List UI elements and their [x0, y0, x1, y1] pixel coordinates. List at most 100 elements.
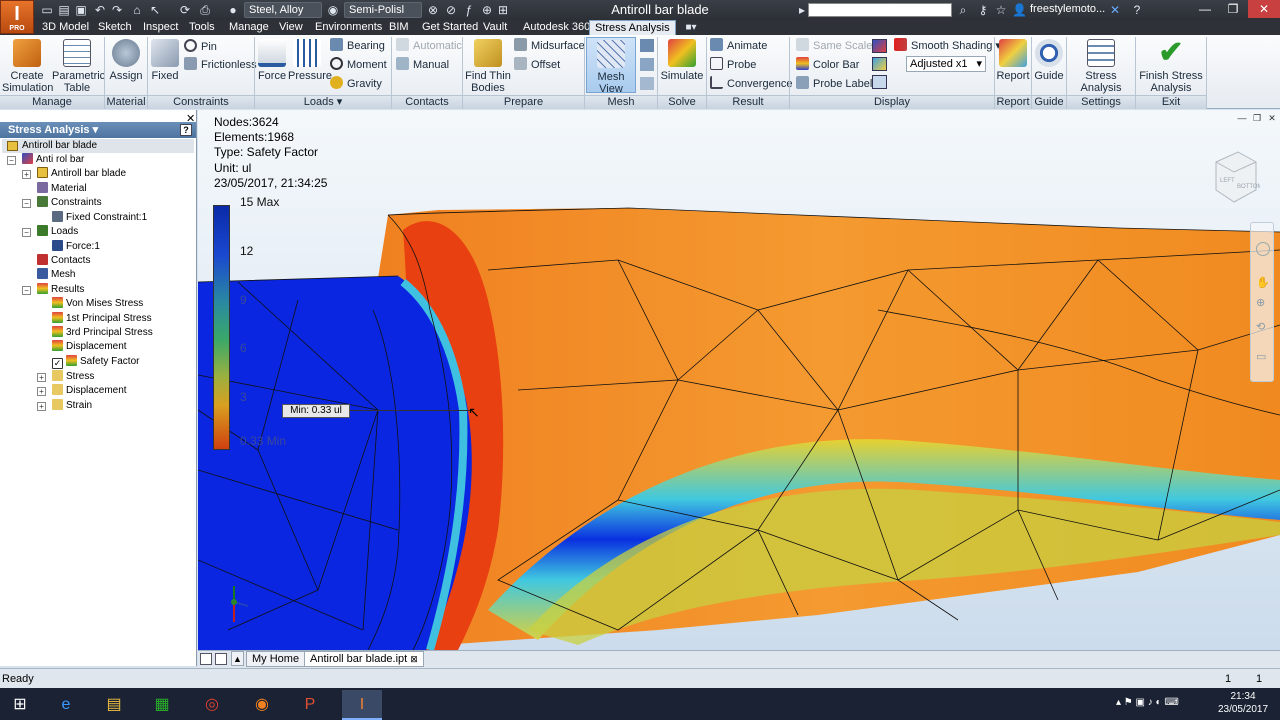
guide-button[interactable]: Guide: [1033, 37, 1065, 93]
redo-icon[interactable]: ↷: [111, 3, 123, 17]
moment-button[interactable]: Moment: [330, 57, 387, 73]
powerpoint-icon[interactable]: P: [304, 696, 316, 713]
find-thin-bodies-button[interactable]: Find Thin Bodies: [464, 37, 512, 94]
select-icon[interactable]: ↖: [149, 3, 161, 17]
tree-node-3rd-principal[interactable]: 3rd Principal Stress: [52, 326, 153, 340]
tile-icon[interactable]: [200, 653, 212, 665]
steering-wheel-icon[interactable]: [1256, 242, 1270, 256]
report-button[interactable]: Report: [996, 37, 1030, 93]
close-browser-icon[interactable]: ✕: [186, 113, 196, 125]
checkbox-checked-icon[interactable]: ✓: [52, 358, 63, 369]
open-icon[interactable]: ▤: [58, 3, 70, 17]
probe-labels-button[interactable]: Probe Labels: [796, 76, 878, 92]
tree-node-strain[interactable]: Strain: [52, 399, 92, 413]
system-tray-icons[interactable]: ▴ ⚑ ▣ ♪ ◐ ⌨: [1116, 697, 1179, 708]
undo-icon[interactable]: ↶: [94, 3, 106, 17]
tree-node-mesh[interactable]: Mesh: [37, 268, 75, 282]
force-button[interactable]: Force: [256, 37, 288, 93]
tree-node-results[interactable]: Results: [37, 283, 84, 297]
pan-icon[interactable]: ✋: [1256, 277, 1270, 289]
minimize-icon[interactable]: —: [1199, 2, 1211, 16]
convergence-button[interactable]: Convergence: [710, 76, 792, 92]
finish-stress-analysis-button[interactable]: ✔ Finish Stress Analysis: [1139, 36, 1203, 95]
expand-icon[interactable]: +: [37, 402, 46, 411]
file-explorer-icon[interactable]: ▤: [106, 696, 122, 713]
bearing-button[interactable]: Bearing: [330, 38, 385, 54]
appearance-dropdown[interactable]: Semi-Polisl: [344, 2, 422, 18]
smooth-shading-dropdown[interactable]: Smooth Shading ▾: [894, 38, 1001, 54]
customize-icon[interactable]: ⊞: [497, 3, 509, 17]
pressure-button[interactable]: Pressure: [288, 37, 332, 93]
min-probe-label[interactable]: Min: 0.33 ul: [282, 404, 350, 418]
tree-node-1st-principal[interactable]: 1st Principal Stress: [52, 312, 152, 326]
tree-node-von-mises[interactable]: Von Mises Stress: [52, 297, 143, 311]
adjust-icon[interactable]: ⊘: [445, 3, 457, 17]
offset-button[interactable]: Offset: [514, 57, 560, 73]
tab-environments[interactable]: Environments: [315, 21, 383, 33]
gravity-button[interactable]: Gravity: [330, 76, 382, 92]
inventor-icon[interactable]: I: [342, 690, 382, 720]
tree-node-fixed-constraint[interactable]: Fixed Constraint:1: [52, 211, 147, 225]
tree-node-stress[interactable]: Stress: [52, 370, 94, 384]
close-tab-icon[interactable]: ⊠: [410, 654, 418, 664]
tab-inspect[interactable]: Inspect: [143, 21, 179, 33]
simulate-button[interactable]: Simulate: [660, 37, 704, 93]
close-icon[interactable]: ✕: [1248, 0, 1280, 18]
tab-get-started[interactable]: Get Started: [422, 21, 479, 33]
automatic-button[interactable]: Automatic: [396, 38, 462, 54]
assign-button[interactable]: Assign: [106, 37, 146, 93]
fea-result-model[interactable]: [198, 110, 1280, 650]
measure-icon[interactable]: ⊕: [481, 3, 493, 17]
help-icon[interactable]: ?: [1133, 3, 1141, 17]
adjusted-scale-dropdown[interactable]: Adjusted x1 ▾: [906, 56, 986, 72]
orbit-icon[interactable]: ⟲: [1256, 321, 1266, 333]
mesh-settings-icon[interactable]: [640, 39, 654, 52]
collapse-icon[interactable]: −: [22, 199, 31, 208]
panel-options-icon[interactable]: ■▾: [685, 22, 697, 33]
frictionless-button[interactable]: Frictionless: [184, 57, 257, 73]
tree-node-displacement-result[interactable]: Displacement: [52, 340, 127, 354]
browser-header[interactable]: Stress Analysis ▾: [0, 122, 196, 138]
animate-button[interactable]: Animate: [710, 38, 767, 54]
cascade-icon[interactable]: [215, 653, 227, 665]
tab-document[interactable]: Antiroll bar blade.ipt ⊠: [304, 651, 424, 667]
boundary-conditions-icon[interactable]: [872, 39, 887, 53]
tree-root[interactable]: Antiroll bar blade: [2, 139, 194, 153]
fixed-button[interactable]: Fixed: [149, 37, 181, 93]
maximize-icon[interactable]: ❐: [1227, 2, 1239, 16]
tab-autodesk-360[interactable]: Autodesk 360: [523, 21, 591, 33]
star-icon[interactable]: ☆: [995, 3, 1007, 17]
update-icon[interactable]: ⟳: [179, 3, 191, 17]
tab-manage[interactable]: Manage: [229, 21, 269, 33]
tree-node-displacement[interactable]: Displacement: [52, 384, 127, 398]
mesh-view-button[interactable]: Mesh View: [586, 37, 636, 95]
expand-icon[interactable]: +: [22, 170, 31, 179]
tree-node-constraints[interactable]: Constraints: [37, 196, 102, 210]
tab-vault[interactable]: Vault: [483, 21, 508, 33]
store-icon[interactable]: ▦: [154, 696, 170, 713]
user-icon[interactable]: 👤: [1012, 3, 1027, 17]
expand-icon[interactable]: ▸: [798, 3, 806, 17]
clock[interactable]: 21:34 23/05/2017: [1217, 691, 1269, 715]
manual-button[interactable]: Manual: [396, 57, 449, 73]
key-icon[interactable]: ⚷: [978, 3, 988, 17]
tab-3d-model[interactable]: 3D Model: [42, 21, 90, 33]
expand-icon[interactable]: +: [37, 373, 46, 382]
tab-view[interactable]: View: [279, 21, 303, 33]
tab-sketch[interactable]: Sketch: [98, 21, 132, 33]
save-icon[interactable]: ▣: [75, 3, 87, 17]
panel-loads[interactable]: Loads ▾: [255, 95, 391, 109]
tab-tools[interactable]: Tools: [189, 21, 215, 33]
midsurface-button[interactable]: Midsurface: [514, 38, 585, 54]
collapse-icon[interactable]: −: [22, 286, 31, 295]
viewport-minimize-icon[interactable]: —: [1237, 113, 1247, 123]
tree-node-material[interactable]: Material: [37, 182, 87, 196]
browser-help-icon[interactable]: ?: [180, 124, 192, 136]
new-icon[interactable]: ▭: [41, 3, 53, 17]
look-at-icon[interactable]: ▭: [1256, 351, 1267, 363]
local-mesh-icon[interactable]: [640, 58, 654, 71]
stress-analysis-settings-button[interactable]: Stress Analysis Settings: [1068, 37, 1134, 106]
firefox-icon[interactable]: ◉: [255, 696, 269, 713]
collapse-icon[interactable]: −: [22, 228, 31, 237]
help-search-input[interactable]: [808, 3, 952, 17]
